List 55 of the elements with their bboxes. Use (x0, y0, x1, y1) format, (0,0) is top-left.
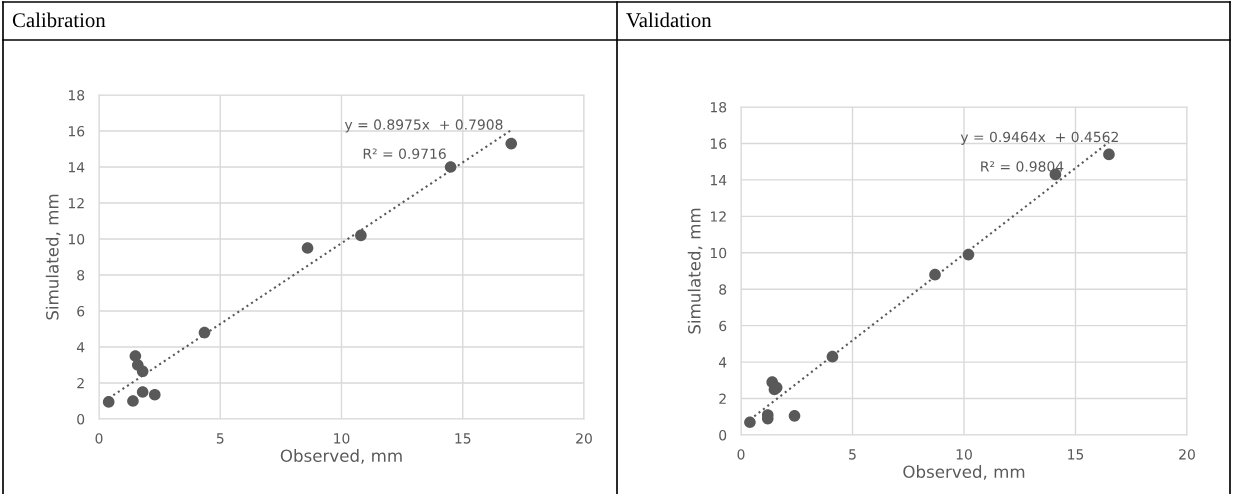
annotation: y = 0.8975x + 0.7908 (344, 119, 503, 133)
x-axis-title: Observed, mm (280, 449, 402, 464)
x-tick-label: 5 (849, 449, 856, 460)
point (127, 395, 139, 407)
y-tick-label: 14 (68, 162, 85, 173)
x-tick-label: 5 (216, 433, 224, 444)
point (148, 388, 161, 401)
chart-title: Calibration (12, 12, 106, 28)
y-tick-label: 16 (710, 138, 727, 149)
y-axis-title: Simulated, mm (687, 208, 703, 334)
y-tick-label: 16 (68, 125, 85, 137)
y-tick-label: 4 (718, 357, 727, 368)
y-tick-label: 2 (719, 393, 726, 404)
x-axis-title: Observed, mm (903, 465, 1025, 480)
point (744, 416, 756, 429)
y-tick-label: 10 (68, 233, 85, 245)
annotation: R² = 0.9716 (363, 148, 446, 159)
point (444, 161, 457, 173)
y-tick-label: 6 (719, 320, 727, 332)
point (136, 386, 149, 398)
x-tick-label: 15 (1068, 449, 1084, 460)
x-tick-label: 10 (956, 449, 972, 460)
x-tick-label: 20 (1179, 449, 1195, 460)
point (962, 248, 975, 261)
x-tick-label: 20 (576, 433, 592, 444)
point (301, 242, 314, 254)
x-tick-label: 0 (95, 433, 103, 444)
y-tick-label: 0 (77, 413, 85, 425)
x-tick-label: 10 (334, 433, 350, 444)
y-tick-label: 18 (68, 89, 85, 101)
point (826, 350, 839, 363)
point (505, 137, 518, 150)
point (198, 326, 211, 339)
point (929, 268, 941, 281)
y-tick-label: 12 (710, 211, 726, 222)
point (102, 396, 115, 408)
y-tick-label: 6 (77, 305, 85, 317)
y-tick-label: 10 (710, 247, 727, 259)
y-tick-label: 18 (710, 101, 727, 113)
point (136, 365, 149, 378)
x-tick-label: 0 (737, 449, 745, 460)
annotation: y = 0.9464x + 0.4562 (960, 131, 1118, 145)
y-tick-label: 14 (710, 175, 727, 186)
y-tick-label: 4 (76, 342, 85, 353)
y-tick-label: 8 (719, 284, 727, 295)
chart-title: Validation (626, 12, 712, 28)
annotation: R² = 0.9804 (981, 161, 1064, 172)
point (1103, 148, 1115, 161)
x-tick-label: 15 (455, 433, 471, 444)
y-tick-label: 12 (68, 197, 84, 209)
y-tick-label: 8 (77, 269, 85, 281)
point (355, 229, 367, 242)
point (788, 410, 801, 422)
y-axis-title: Simulated, mm (45, 194, 61, 320)
y-tick-label: 2 (77, 377, 84, 389)
